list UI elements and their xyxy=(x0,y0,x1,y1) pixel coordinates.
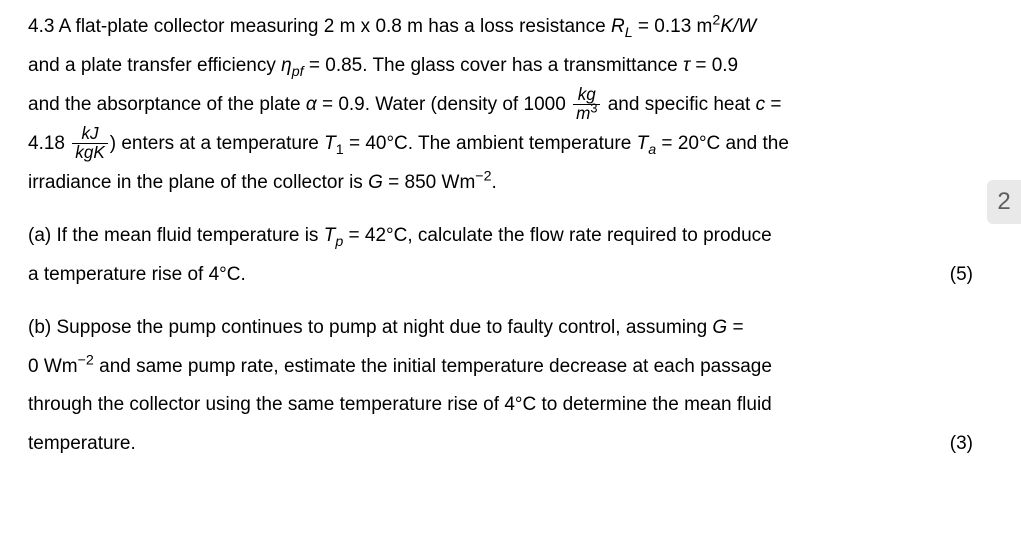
spacer xyxy=(28,203,973,217)
eta-sub: pf xyxy=(292,64,304,80)
part-a-label: (a) xyxy=(28,225,51,246)
txt: and specific heat xyxy=(602,94,755,115)
Ta-symbol: T xyxy=(637,133,649,154)
txt: and the xyxy=(720,133,789,154)
c-symbol: c xyxy=(756,94,766,115)
spacer xyxy=(28,295,973,309)
part-a-line2: a temperature rise of 4°C. (5) xyxy=(28,256,973,295)
eq: = xyxy=(633,16,655,37)
txt: Suppose the pump continues to pump at ni… xyxy=(51,317,712,338)
txt: ) enters at a temperature xyxy=(110,133,324,154)
problem-statement-line5: irradiance in the plane of the collector… xyxy=(28,164,973,203)
eq: = xyxy=(383,172,405,193)
eq: = xyxy=(656,133,678,154)
part-b-line3: through the collector using the same tem… xyxy=(28,386,973,425)
part-b-line4: temperature. (3) xyxy=(28,425,973,464)
txt: irradiance in the plane of the collector… xyxy=(28,172,368,193)
part-b-line2: 0 Wm−2 and same pump rate, estimate the … xyxy=(28,348,973,387)
txt: and same pump rate, estimate the initial… xyxy=(94,356,772,377)
RL-unit: K/W xyxy=(720,16,756,37)
RL-symbol: R xyxy=(611,16,625,37)
alpha-value: 0.9 xyxy=(338,94,364,115)
Tp-symbol: T xyxy=(324,225,336,246)
problem-statement-line2: and a plate transfer efficiency ηpf = 0.… xyxy=(28,47,973,86)
txt: If the mean fluid temperature is xyxy=(51,225,323,246)
problem-statement-line3: and the absorptance of the plate α = 0.9… xyxy=(28,86,973,125)
txt: to determine the mean fluid xyxy=(536,394,772,415)
tau-symbol: τ xyxy=(683,55,690,76)
txt: has a loss resistance xyxy=(423,16,611,37)
c-den: kgK xyxy=(72,144,107,162)
txt: and the absorptance of the plate xyxy=(28,94,306,115)
part-a-marks: (5) xyxy=(950,256,973,295)
RL-value: 0.13 m xyxy=(654,16,712,37)
problem-number: 4.3 xyxy=(28,16,54,37)
txt: A flat-plate collector measuring xyxy=(54,16,323,37)
c-unit-fraction: kJkgK xyxy=(72,125,107,162)
T1-value: 40°C xyxy=(365,133,407,154)
eq: = xyxy=(727,317,743,338)
page-counter-value: 2 xyxy=(997,188,1010,216)
rho-den: m3 xyxy=(573,105,600,123)
T1-symbol: T xyxy=(324,133,336,154)
eq: = xyxy=(343,225,365,246)
txt: . xyxy=(240,264,245,285)
dT-value: 4°C xyxy=(209,264,241,285)
eq: = xyxy=(317,94,339,115)
txt: . Water (density of xyxy=(365,94,524,115)
problem-statement-line4: 4.18 kJkgK) enters at a temperature T1 =… xyxy=(28,125,973,164)
eq: = xyxy=(304,55,326,76)
dimensions: 2 m x 0.8 m xyxy=(324,16,423,37)
rho-unit-fraction: kgm3 xyxy=(573,86,600,123)
eq: = xyxy=(690,55,712,76)
page-counter-badge[interactable]: 2 xyxy=(987,180,1021,224)
problem-statement-line1: 4.3 A flat-plate collector measuring 2 m… xyxy=(28,8,973,47)
c-num: kJ xyxy=(72,125,107,144)
dT-value-b: 4°C xyxy=(504,394,536,415)
G-sup-b: −2 xyxy=(78,352,94,368)
Ta-sub: a xyxy=(648,142,656,158)
Tp-value: 42°C xyxy=(365,225,407,246)
txt: temperature. xyxy=(28,433,136,454)
c-value: 4.18 xyxy=(28,133,65,154)
problem-page: 4.3 A flat-plate collector measuring 2 m… xyxy=(0,0,1021,472)
alpha-symbol: α xyxy=(306,94,317,115)
tau-value: 0.9 xyxy=(712,55,738,76)
part-b-label: (b) xyxy=(28,317,51,338)
RL-sub: L xyxy=(625,25,633,41)
part-a-line1: (a) If the mean fluid temperature is Tp … xyxy=(28,217,973,256)
G-symbol-b: G xyxy=(712,317,727,338)
txt: , calculate the flow rate required to pr… xyxy=(407,225,771,246)
part-b-line1: (b) Suppose the pump continues to pump a… xyxy=(28,309,973,348)
eq: = xyxy=(765,94,781,115)
G-value-b: 0 Wm xyxy=(28,356,78,377)
txt: . xyxy=(492,172,497,193)
Ta-value: 20°C xyxy=(678,133,720,154)
eq: = xyxy=(344,133,366,154)
content-area: 4.3 A flat-plate collector measuring 2 m… xyxy=(28,8,993,464)
G-sup: −2 xyxy=(475,168,491,184)
G-symbol: G xyxy=(368,172,383,193)
eta-value: 0.85 xyxy=(325,55,362,76)
txt: . The ambient temperature xyxy=(408,133,637,154)
G-value: 850 Wm xyxy=(405,172,476,193)
txt: and a plate transfer efficiency xyxy=(28,55,281,76)
rho-value: 1000 xyxy=(524,94,566,115)
txt: . The glass cover has a transmittance xyxy=(362,55,683,76)
T1-sub: 1 xyxy=(336,142,344,158)
txt: a temperature rise of xyxy=(28,264,209,285)
eta-symbol: η xyxy=(281,55,292,76)
part-b-marks: (3) xyxy=(950,425,973,464)
txt: through the collector using the same tem… xyxy=(28,394,504,415)
